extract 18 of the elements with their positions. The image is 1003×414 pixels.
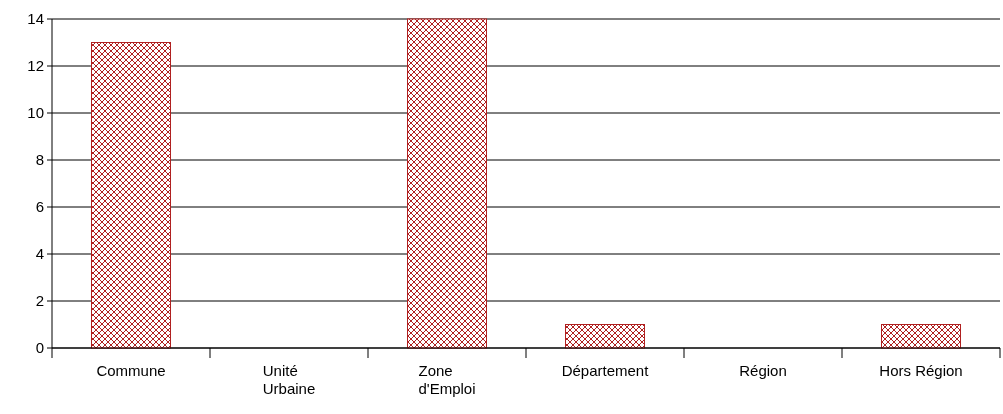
- x-tick-label: Zone d'Emploi: [418, 362, 476, 397]
- bar: [565, 324, 645, 349]
- y-tick-label: 2: [35, 292, 44, 310]
- bar: [881, 324, 961, 349]
- y-tick-label: 6: [35, 198, 44, 216]
- x-tick-label: Unité Urbaine: [262, 362, 316, 397]
- x-tick-label: Hors Région: [879, 362, 963, 379]
- bar: [91, 42, 171, 349]
- y-tick-label: 14: [27, 10, 44, 28]
- y-tick-label: 0: [35, 339, 44, 357]
- x-tick-label: Région: [739, 362, 787, 379]
- y-tick-label: 10: [27, 104, 44, 122]
- y-tick-label: 4: [35, 245, 44, 263]
- bar: [407, 18, 487, 349]
- y-tick-label: 8: [35, 151, 44, 169]
- y-tick-label: 12: [27, 57, 44, 75]
- x-tick-label: Département: [561, 362, 650, 379]
- x-tick-label: Commune: [96, 362, 166, 379]
